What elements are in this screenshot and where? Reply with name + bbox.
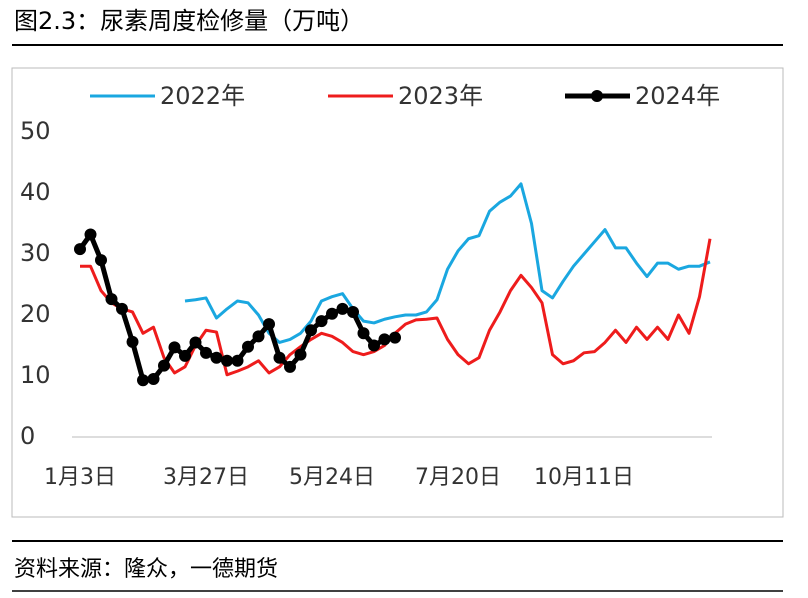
y-tick-label: 0 [20,422,35,450]
point [315,315,328,328]
point [147,373,160,386]
y-tick-label: 20 [20,300,51,328]
x-tick-label: 7月20日 [415,465,501,490]
point [210,351,223,364]
point [179,349,191,362]
point [158,359,170,372]
x-tick-label: 3月27日 [163,465,249,490]
point [284,360,296,373]
point [189,336,202,349]
point [326,307,338,320]
point [242,340,254,353]
point [294,348,307,361]
point [231,354,244,367]
line-series [80,238,712,377]
x-tick-label: 1月3日 [44,465,116,490]
figure-title: 图2.3：尿素周度检修量（万吨） [14,7,364,35]
point [95,254,107,267]
point [368,339,380,352]
y-tick-label: 10 [20,361,51,389]
point [347,305,359,318]
point [273,351,286,364]
point [168,341,181,354]
y-tick-label: 30 [20,239,51,267]
point [74,243,86,256]
point [137,374,149,387]
legend-label: 2023年 [398,82,483,110]
point [389,331,401,344]
point [116,302,128,315]
x-tick-label: 5月24日 [289,465,375,490]
point [263,318,275,331]
source: 资料来源：隆众，一德期货 [14,557,278,582]
y-tick-label: 40 [20,178,51,206]
legend-label: 2024年 [635,82,720,110]
point [221,354,233,367]
y-tick-label: 50 [20,117,51,145]
point [305,324,317,337]
legend-marker [591,90,603,102]
point [378,333,391,346]
point [252,330,265,343]
x-tick-label: 10月11日 [534,465,634,490]
legend-label: 2022年 [160,82,245,110]
point [357,327,370,340]
point [200,346,212,359]
point [105,293,118,306]
point [126,335,139,348]
point [336,302,349,315]
point [84,228,97,241]
line-series [184,182,711,344]
chart-frame [11,67,784,518]
